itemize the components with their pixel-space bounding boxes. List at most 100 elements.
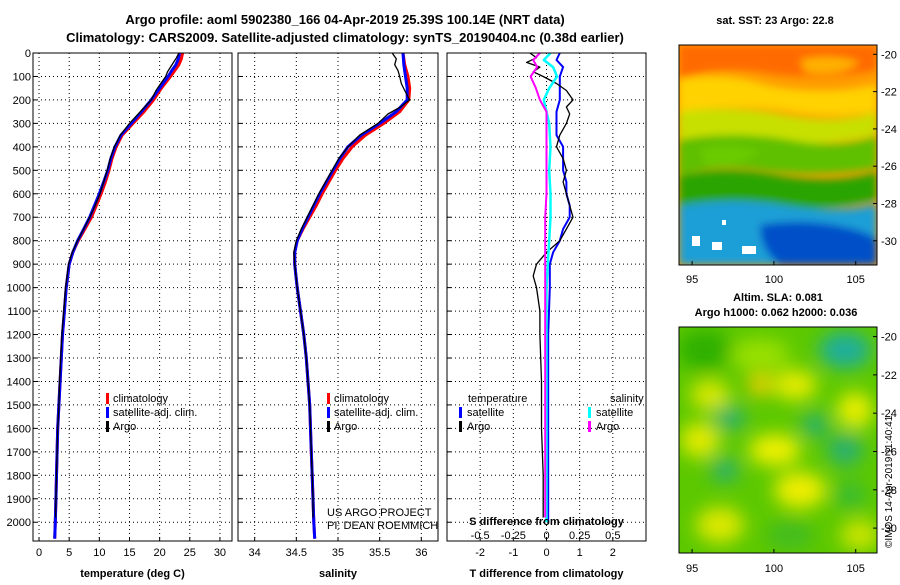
lat-tick-label: -26 bbox=[881, 446, 897, 458]
x-tick-label: -2 bbox=[475, 547, 485, 559]
x-tick-label: 1 bbox=[577, 547, 583, 559]
lat-tick-label: -24 bbox=[881, 124, 897, 136]
legend-salinity-heading: salinity bbox=[610, 393, 644, 405]
x-axis-label: salinity bbox=[319, 568, 358, 580]
lat-tick-label: -30 bbox=[881, 523, 897, 535]
lat-tick-label: -28 bbox=[881, 485, 897, 497]
legend-satellite: satellite-adj. clim. bbox=[113, 407, 197, 419]
depth-tick-label: 0 bbox=[25, 48, 31, 60]
sst-map-axes: 95 100 105 -20 -22 -24 -26 -28 -30 bbox=[686, 49, 897, 286]
depth-tick-label: 1400 bbox=[7, 376, 31, 388]
depth-tick-label: 800 bbox=[13, 236, 31, 248]
x-tick-label: 30 bbox=[214, 547, 226, 559]
lat-tick-label: -24 bbox=[881, 408, 897, 420]
depth-tick-label: 1500 bbox=[7, 400, 31, 412]
difference-panel: -2 -1 0 1 2 T difference from climatology S di… bbox=[446, 52, 647, 580]
depth-tick-label: 1300 bbox=[7, 353, 31, 365]
salinity-panel: 34 34.5 35 35.5 36 salinity bbox=[237, 52, 439, 580]
depth-tick-label: 1700 bbox=[7, 447, 31, 459]
legend-t-satellite-swatch bbox=[459, 407, 462, 418]
depth-axis: 0 100 200 300 400 500 600 700 800 900 1000 1100 1200… bbox=[7, 48, 31, 529]
legend-s-argo: Argo bbox=[596, 421, 619, 433]
x-tick-label: 25 bbox=[184, 547, 196, 559]
x-tick-label: 0 bbox=[543, 547, 549, 559]
depth-tick-label: 2000 bbox=[7, 517, 31, 529]
depth-tick-label: 400 bbox=[13, 142, 31, 154]
temperature-legend: climatology satellite-adj. clim. Argo bbox=[106, 393, 197, 433]
depth-tick-label: 100 bbox=[13, 71, 31, 83]
depth-tick-label: 1800 bbox=[7, 470, 31, 482]
legend-satellite-swatch bbox=[106, 407, 109, 418]
s-tick-label: 0.5 bbox=[605, 530, 620, 542]
lon-tick-label: 100 bbox=[765, 274, 783, 286]
depth-tick-label: 1100 bbox=[7, 306, 31, 318]
legend-climatology-swatch bbox=[106, 393, 109, 404]
sst-map: sat. SST: 23 Argo: 22.8 95 100 105 -20 -22 -2… bbox=[678, 15, 897, 286]
legend-t-argo: Argo bbox=[467, 421, 490, 433]
x-tick-label: -1 bbox=[508, 547, 518, 559]
salinity-legend: climatology satellite-adj. clim. Argo bbox=[327, 393, 418, 433]
series-line-salinity-satellite bbox=[542, 52, 559, 523]
legend-argo-s: Argo bbox=[334, 421, 357, 433]
sla-map-title-1: Altim. SLA: 0.081 bbox=[733, 292, 823, 304]
legend-temperature-heading: temperature bbox=[468, 393, 527, 405]
legend-climatology-s: climatology bbox=[334, 393, 390, 405]
legend-climatology-swatch-s bbox=[327, 393, 330, 404]
legend-satellite-swatch-s bbox=[327, 407, 330, 418]
s-tick-label: 0.25 bbox=[569, 530, 590, 542]
sla-map-title-2: Argo h1000: 0.062 h2000: 0.036 bbox=[695, 307, 858, 319]
lon-tick-label: 95 bbox=[686, 563, 698, 575]
lat-tick-label: -22 bbox=[881, 370, 897, 382]
legend-s-satellite: satellite bbox=[596, 407, 633, 419]
s-tick-label: 0 bbox=[543, 530, 549, 542]
series-line-argo bbox=[54, 52, 180, 518]
legend-argo-swatch bbox=[106, 421, 109, 432]
x-tick-label: 0 bbox=[36, 547, 42, 559]
sst-map-title: sat. SST: 23 Argo: 22.8 bbox=[716, 15, 834, 27]
sst-field bbox=[679, 45, 877, 265]
depth-tick-label: 900 bbox=[13, 259, 31, 271]
sla-map-axes: 95 100 105 -20 -22 -24 -26 -28 -30 bbox=[686, 332, 897, 575]
sla-map: Altim. SLA: 0.081 Argo h1000: 0.062 h200… bbox=[678, 292, 897, 575]
x-tick-label: 15 bbox=[123, 547, 135, 559]
x-tick-label: 10 bbox=[93, 547, 105, 559]
lon-tick-label: 95 bbox=[686, 274, 698, 286]
depth-tick-label: 1200 bbox=[7, 330, 31, 342]
legend-argo-swatch-s bbox=[327, 421, 330, 432]
x-tick-label: 35.5 bbox=[369, 547, 390, 559]
legend-s-satellite-swatch bbox=[588, 407, 591, 418]
panel-frame bbox=[32, 52, 233, 542]
legend-climatology: climatology bbox=[113, 393, 169, 405]
s-tick-label: -0.25 bbox=[501, 530, 526, 542]
s-axis-label: S difference from climatology bbox=[469, 516, 625, 528]
depth-tick-label: 700 bbox=[13, 212, 31, 224]
x-tick-label: 36 bbox=[415, 547, 427, 559]
title-line-1: Argo profile: aoml 5902380_166 04-Apr-20… bbox=[125, 12, 564, 27]
depth-tick-label: 300 bbox=[13, 118, 31, 130]
series-line-argo bbox=[293, 52, 411, 518]
series-line-climatology bbox=[53, 52, 185, 539]
lat-tick-label: -20 bbox=[881, 332, 897, 344]
x-axis-label: temperature (deg C) bbox=[80, 568, 185, 580]
depth-tick-label: 600 bbox=[13, 189, 31, 201]
credit-line-1: US ARGO PROJECT bbox=[327, 507, 432, 519]
legend-satellite-s: satellite-adj. clim. bbox=[334, 407, 418, 419]
x-tick-label: 34.5 bbox=[286, 547, 307, 559]
credit-line-2: PI: DEAN ROEMMICH bbox=[327, 520, 438, 532]
depth-tick-label: 1000 bbox=[7, 283, 31, 295]
lat-tick-label: -30 bbox=[881, 236, 897, 248]
lat-tick-label: -26 bbox=[881, 161, 897, 173]
depth-tick-label: 1600 bbox=[7, 423, 31, 435]
x-tick-label: 20 bbox=[154, 547, 166, 559]
lat-tick-label: -20 bbox=[881, 49, 897, 61]
lat-tick-label: -22 bbox=[881, 87, 897, 99]
legend-t-satellite: satellite bbox=[467, 407, 504, 419]
x-tick-label: 35 bbox=[332, 547, 344, 559]
series-line-satellite-adj-clim- bbox=[53, 52, 181, 539]
panel-frame bbox=[237, 52, 439, 542]
s-tick-label: -0.5 bbox=[471, 530, 490, 542]
legend-s-argo-swatch bbox=[588, 421, 591, 432]
legend-argo: Argo bbox=[113, 421, 136, 433]
series-line-temperature-argo bbox=[525, 52, 574, 518]
